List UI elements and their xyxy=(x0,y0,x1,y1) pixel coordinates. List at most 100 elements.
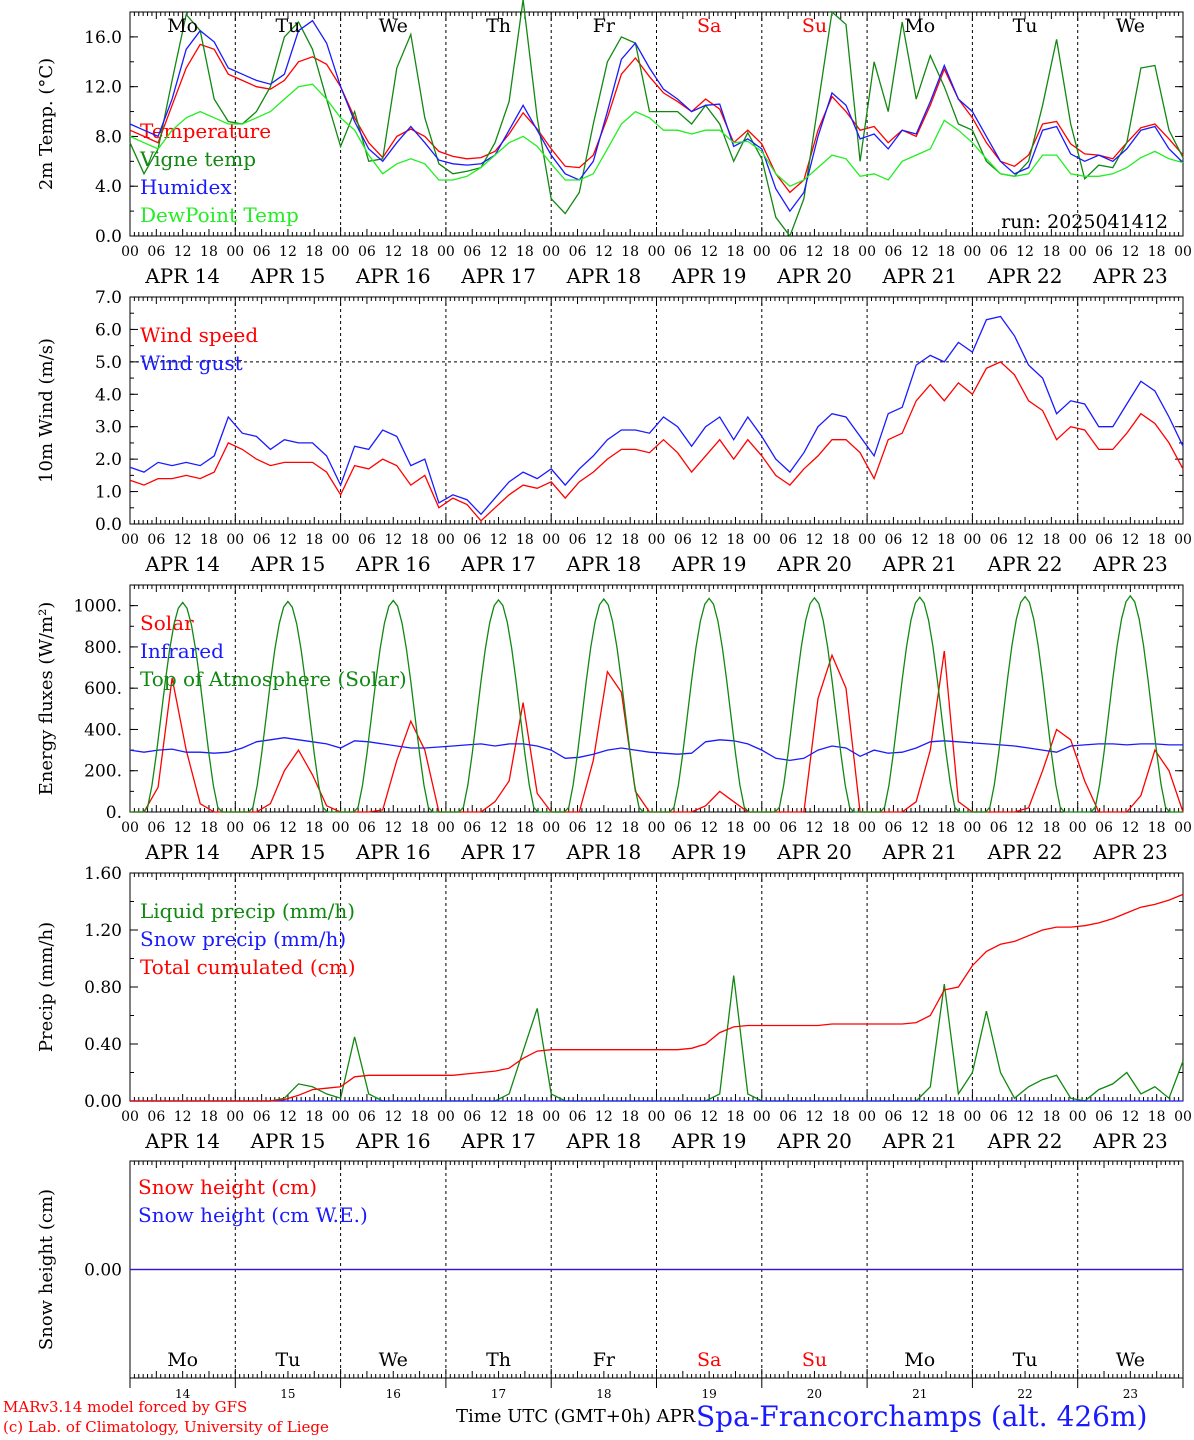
day-number-label: 18 xyxy=(596,1387,611,1401)
hour-tick-label: 18 xyxy=(621,532,639,548)
hour-tick-label: 06 xyxy=(463,1109,481,1125)
hour-tick-label: 18 xyxy=(727,1109,745,1125)
y-tick-label: 4.0 xyxy=(95,177,122,197)
hour-tick-label: 12 xyxy=(1121,1109,1139,1125)
hour-tick-label: 18 xyxy=(832,244,850,260)
hour-tick-label: 18 xyxy=(411,1109,429,1125)
series-line-top-of-atmosphere-solar- xyxy=(130,594,1183,813)
y-tick-label: 6.0 xyxy=(95,320,122,340)
date-label: APR 19 xyxy=(671,1129,747,1153)
weekday-label: Fr xyxy=(593,1349,616,1371)
legend-entry: Wind speed xyxy=(140,323,258,347)
hour-tick-label: 12 xyxy=(595,532,613,548)
hour-tick-label: 06 xyxy=(569,820,587,836)
hour-tick-label: 12 xyxy=(700,244,718,260)
hour-tick-label: 12 xyxy=(279,244,297,260)
date-label: APR 17 xyxy=(460,552,536,576)
hour-tick-label: 00 xyxy=(1174,532,1192,548)
hour-tick-label: 18 xyxy=(516,532,534,548)
hour-tick-label: 00 xyxy=(542,1109,560,1125)
hour-tick-label: 00 xyxy=(542,244,560,260)
hour-tick-label: 12 xyxy=(1016,1109,1034,1125)
hour-tick-label: 00 xyxy=(648,532,666,548)
legend-entry: DewPoint Temp xyxy=(140,203,299,227)
y-tick-label: 0.00 xyxy=(84,1092,122,1112)
date-label: APR 17 xyxy=(460,1129,536,1153)
hour-tick-label: 18 xyxy=(516,244,534,260)
legend-entry: Snow height (cm) xyxy=(138,1175,317,1199)
weekday-label: Tu xyxy=(275,1349,300,1371)
hour-tick-label: 06 xyxy=(674,1109,692,1125)
hour-tick-label: 18 xyxy=(1148,1109,1166,1125)
date-label: APR 14 xyxy=(144,552,220,576)
hour-tick-label: 18 xyxy=(411,820,429,836)
hour-tick-label: 06 xyxy=(990,820,1008,836)
series-line-humidex xyxy=(129,19,1184,213)
hour-tick-label: 12 xyxy=(279,820,297,836)
y-tick-label: 200. xyxy=(84,762,122,782)
legend-entry: Snow precip (mm/h) xyxy=(140,927,346,951)
y-tick-label: 0.40 xyxy=(84,1035,122,1055)
date-label: APR 14 xyxy=(144,840,220,864)
date-label: APR 20 xyxy=(776,840,852,864)
hour-tick-label: 12 xyxy=(911,820,929,836)
lab-credit: (c) Lab. of Climatology, University of L… xyxy=(3,1418,329,1436)
hour-tick-label: 00 xyxy=(1174,1109,1192,1125)
hour-tick-label: 00 xyxy=(963,244,981,260)
date-label: APR 16 xyxy=(355,552,431,576)
hour-tick-label: 00 xyxy=(437,1109,455,1125)
hour-tick-label: 18 xyxy=(1042,532,1060,548)
weekday-label: Su xyxy=(802,1349,827,1371)
y-axis-label: 10m Wind (m/s) xyxy=(36,338,57,483)
hour-tick-label: 12 xyxy=(279,1109,297,1125)
hour-tick-label: 18 xyxy=(1042,244,1060,260)
hour-tick-label: 06 xyxy=(569,244,587,260)
hour-tick-label: 00 xyxy=(858,820,876,836)
hour-tick-label: 12 xyxy=(700,532,718,548)
y-tick-label: 4.0 xyxy=(95,385,122,405)
y-tick-label: 0.0 xyxy=(95,227,122,247)
y-tick-label: 0.00 xyxy=(84,1261,122,1281)
hour-tick-label: 18 xyxy=(937,1109,955,1125)
day-number-label: 20 xyxy=(807,1387,822,1401)
hour-tick-label: 00 xyxy=(332,820,350,836)
weekday-label: We xyxy=(379,1349,408,1371)
day-number-label: 14 xyxy=(175,1387,191,1401)
series-line-wind-speed xyxy=(129,361,1184,522)
hour-tick-label: 12 xyxy=(595,820,613,836)
hour-tick-label: 06 xyxy=(463,532,481,548)
hour-tick-label: 06 xyxy=(1095,244,1113,260)
date-label: APR 18 xyxy=(565,840,641,864)
hour-tick-label: 06 xyxy=(990,244,1008,260)
date-label: APR 17 xyxy=(460,840,536,864)
wind-panel: 0.0 1.0 2.0 3.0 4.0 5.0 6.0 7.0 10m Wind (m/s) Wi… xyxy=(36,288,1192,576)
date-label: APR 22 xyxy=(987,1129,1063,1153)
hour-tick-label: 18 xyxy=(305,820,323,836)
hour-tick-label: 18 xyxy=(305,244,323,260)
hour-tick-label: 00 xyxy=(1069,1109,1087,1125)
hour-tick-label: 12 xyxy=(174,532,192,548)
hour-tick-label: 06 xyxy=(885,532,903,548)
hour-tick-label: 06 xyxy=(147,532,165,548)
snow-panel: 0.00 Snow height (cm) Snow height (cm) Snow… xyxy=(36,1160,1184,1379)
hour-tick-label: 00 xyxy=(121,532,139,548)
hour-tick-label: 06 xyxy=(779,244,797,260)
date-label: APR 15 xyxy=(250,552,326,576)
weekday-label: We xyxy=(1116,1349,1145,1371)
hour-tick-label: 12 xyxy=(1121,244,1139,260)
y-axis-label: Precip (mm/h) xyxy=(36,922,57,1052)
y-tick-label: 0. xyxy=(106,803,122,823)
hour-tick-label: 12 xyxy=(174,820,192,836)
hour-tick-label: 12 xyxy=(911,532,929,548)
day-number-label: 23 xyxy=(1123,1387,1138,1401)
hour-tick-label: 12 xyxy=(1016,820,1034,836)
hour-tick-label: 06 xyxy=(147,1109,165,1125)
hour-tick-label: 00 xyxy=(648,1109,666,1125)
hour-tick-label: 18 xyxy=(621,820,639,836)
weekday-label: We xyxy=(379,15,408,37)
day-number-label: 17 xyxy=(491,1387,506,1401)
date-label: APR 19 xyxy=(671,552,747,576)
hour-tick-label: 00 xyxy=(542,820,560,836)
hour-tick-label: 12 xyxy=(806,532,824,548)
date-label: APR 22 xyxy=(987,264,1063,288)
